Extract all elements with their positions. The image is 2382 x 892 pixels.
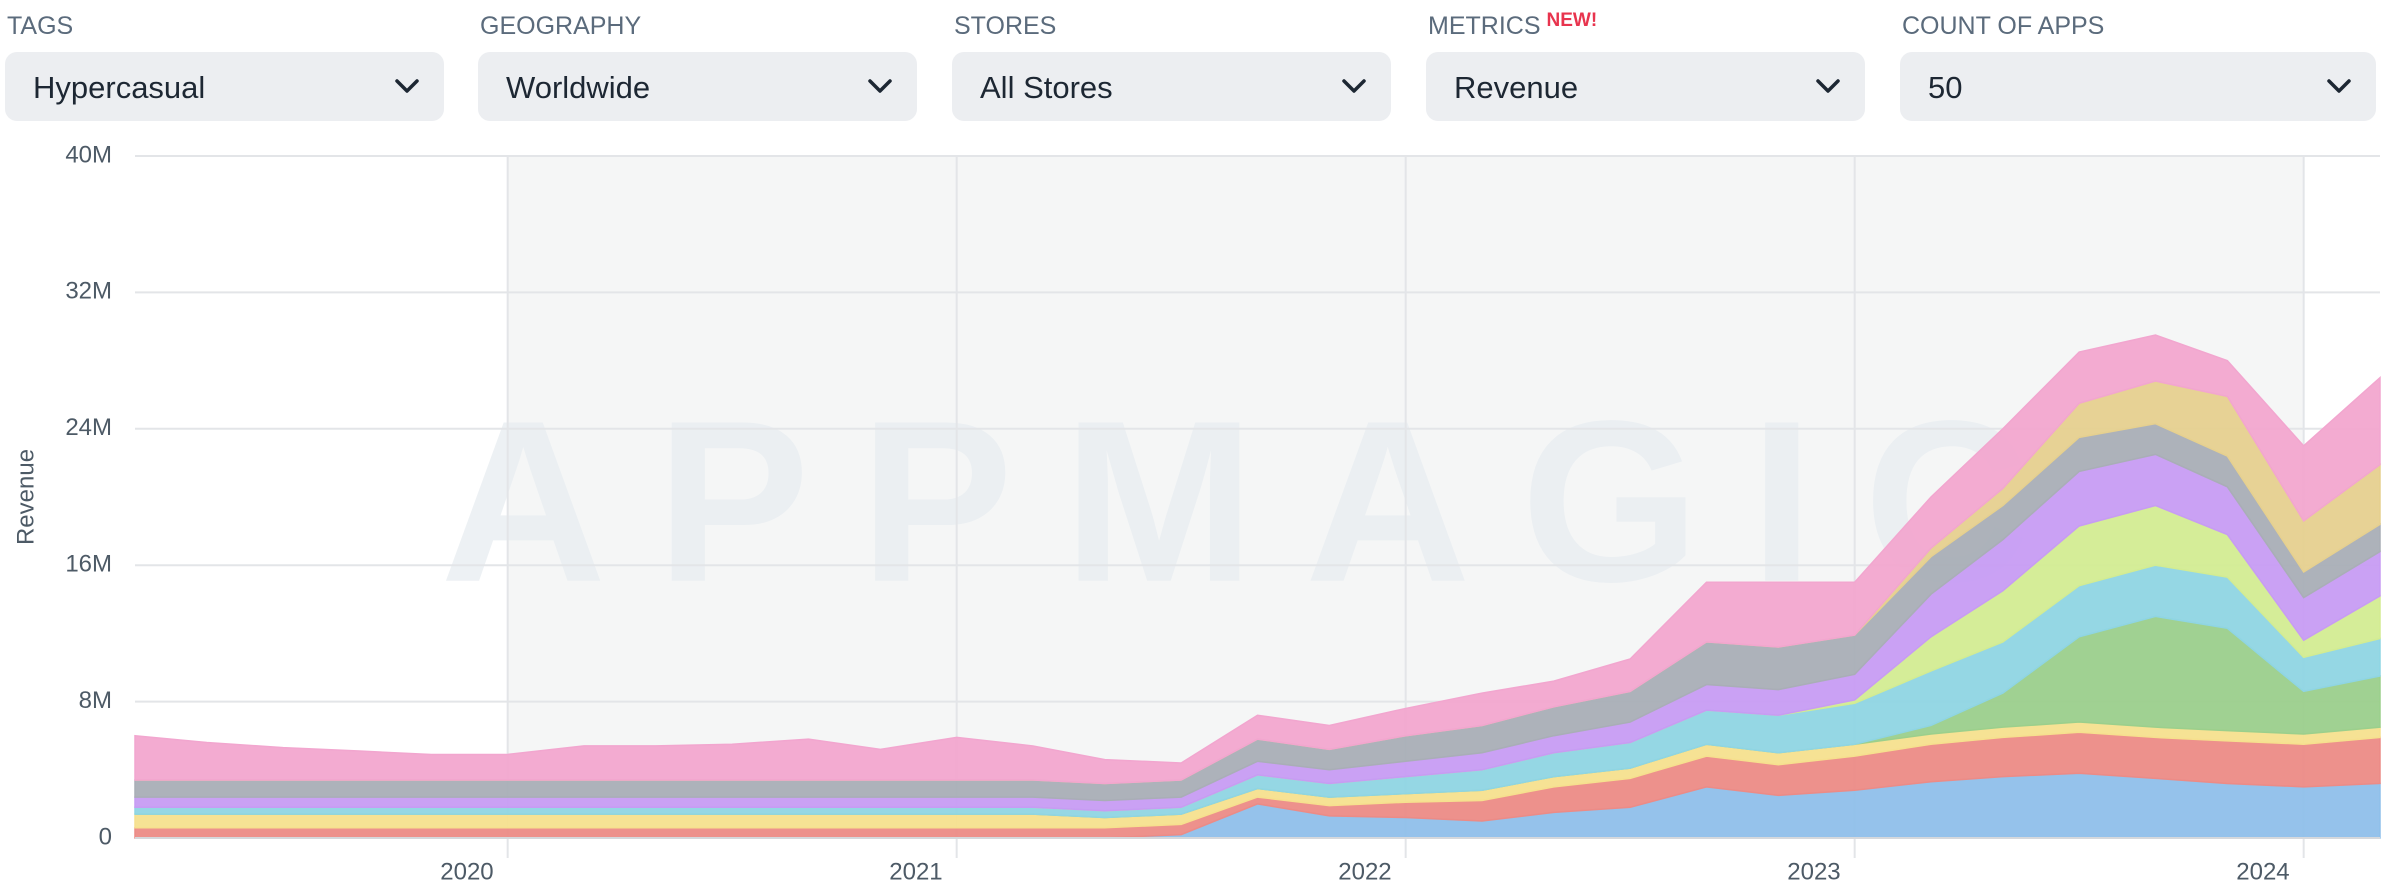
filter: METRICS NEW! Revenue bbox=[1426, 0, 1865, 121]
filter-label-text: COUNT OF APPS bbox=[1902, 12, 2105, 40]
filter-label: GEOGRAPHY bbox=[480, 12, 641, 41]
dropdown-value: 50 bbox=[1928, 70, 1963, 105]
x-tick-label: 2024 bbox=[2236, 858, 2289, 885]
dropdown-value: Hypercasual bbox=[33, 70, 206, 105]
new-badge: NEW! bbox=[1546, 10, 1598, 31]
x-tick-label: 2021 bbox=[889, 858, 942, 885]
dropdown[interactable]: 50 bbox=[1900, 52, 2376, 121]
x-tick-label: 2022 bbox=[1338, 858, 1391, 885]
y-tick-label: 0 bbox=[99, 823, 112, 850]
dropdown[interactable]: All Stores bbox=[952, 52, 1391, 121]
x-tick-label: 2020 bbox=[440, 858, 493, 885]
dropdown-value: Revenue bbox=[1454, 70, 1579, 105]
filter-label-text: TAGS bbox=[7, 12, 74, 40]
filter-label: METRICS NEW! bbox=[1428, 10, 1598, 41]
filter-label: COUNT OF APPS bbox=[1902, 12, 2104, 41]
y-tick-label: 8M bbox=[79, 687, 112, 714]
y-tick-label: 16M bbox=[65, 551, 112, 578]
filter: COUNT OF APPS 50 bbox=[1900, 0, 2376, 121]
dropdown[interactable]: Worldwide bbox=[478, 52, 917, 121]
y-tick-label: 32M bbox=[65, 278, 112, 305]
y-axis-label: Revenue bbox=[12, 449, 39, 545]
chevron-icon bbox=[1342, 79, 1366, 93]
filter-label: STORES bbox=[954, 12, 1056, 41]
y-tick-label: 40M bbox=[65, 141, 112, 168]
dropdown[interactable]: Revenue bbox=[1426, 52, 1865, 121]
x-tick-label: 2023 bbox=[1787, 858, 1840, 885]
y-tick-label: 24M bbox=[65, 414, 112, 441]
dropdown-value: All Stores bbox=[980, 70, 1113, 105]
chevron-icon bbox=[395, 79, 419, 93]
chevron-icon bbox=[2327, 79, 2351, 93]
area bbox=[134, 334, 2381, 785]
filter: TAGS Hypercasual bbox=[5, 0, 444, 121]
chevron-icon bbox=[868, 79, 892, 93]
chevron-icon bbox=[1816, 79, 1840, 93]
filter-label-text: GEOGRAPHY bbox=[480, 12, 642, 40]
filter: STORES All Stores bbox=[952, 0, 1391, 121]
filter-label: TAGS bbox=[7, 12, 73, 41]
dropdown-value: Worldwide bbox=[506, 70, 651, 105]
filter-label-text: STORES bbox=[954, 12, 1057, 40]
filter: GEOGRAPHY Worldwide bbox=[478, 0, 917, 121]
dropdown[interactable]: Hypercasual bbox=[5, 52, 444, 121]
filter-label-text: METRICS bbox=[1428, 12, 1541, 40]
